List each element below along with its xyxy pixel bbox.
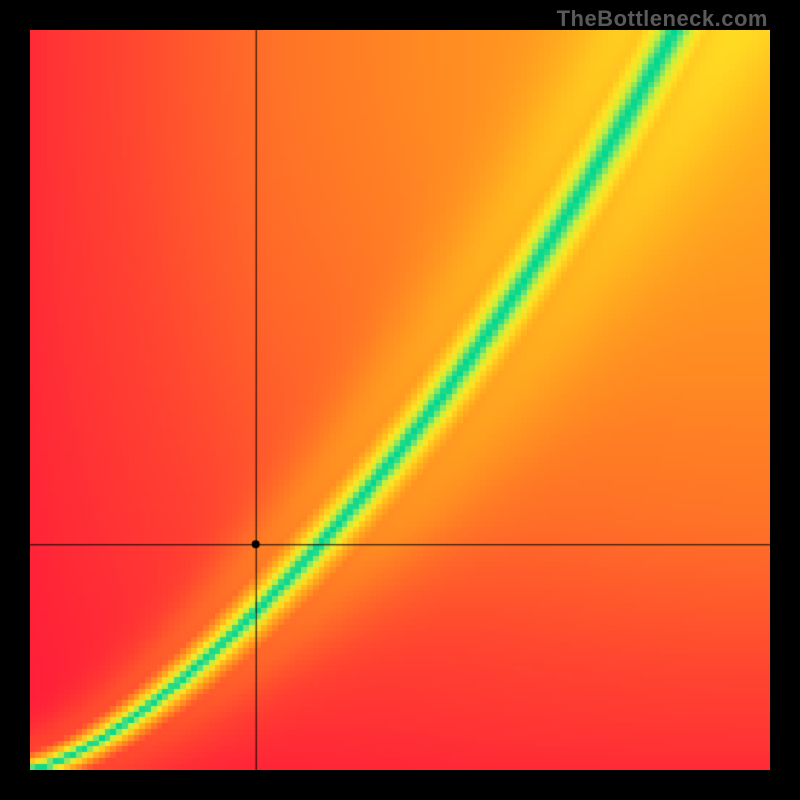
chart-container: TheBottleneck.com	[0, 0, 800, 800]
heatmap-canvas	[30, 30, 770, 770]
watermark-text: TheBottleneck.com	[557, 6, 768, 32]
